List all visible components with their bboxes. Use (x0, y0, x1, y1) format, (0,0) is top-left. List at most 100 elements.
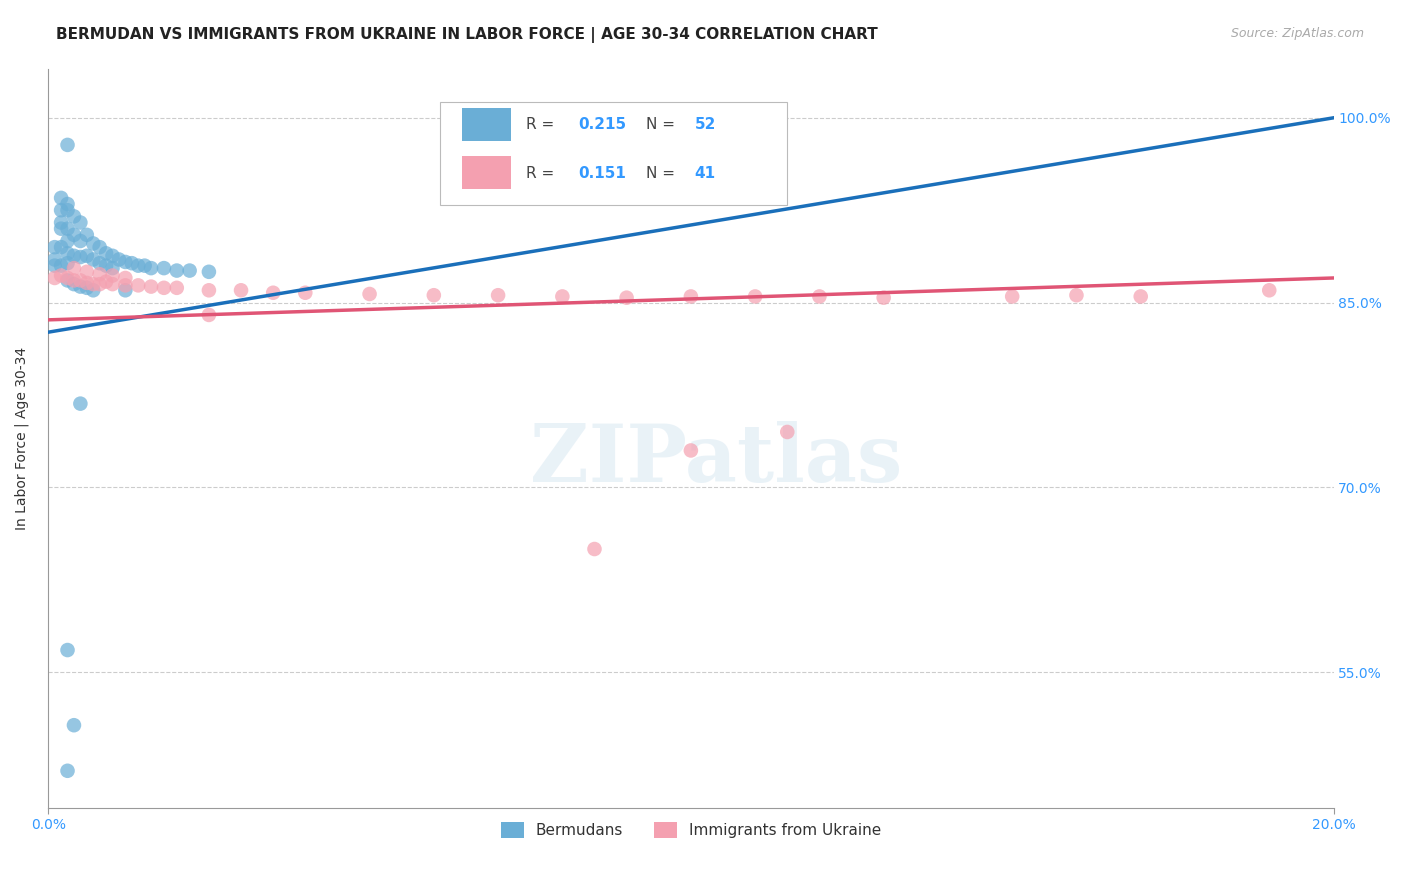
Text: R =: R = (526, 166, 560, 180)
Point (56, 203, 79, 218)
Point (63, 277, 86, 292)
Point (49, 191, 72, 205)
Point (108, 252, 131, 267)
Point (89, 240, 111, 254)
Point (166, 263, 188, 277)
Point (56, 221, 79, 235)
Point (198, 283, 221, 297)
Text: N =: N = (645, 118, 679, 133)
Point (1066, 288, 1088, 302)
Point (1001, 289, 1024, 303)
Point (153, 261, 176, 276)
Point (56, 246, 79, 260)
Point (166, 281, 188, 295)
Point (179, 263, 201, 277)
Text: R =: R = (526, 118, 560, 133)
Point (583, 541, 606, 556)
Point (776, 425, 799, 439)
Point (56, 643, 79, 657)
Point (82, 252, 104, 267)
Point (49, 221, 72, 235)
Legend: Bermudans, Immigrants from Ukraine: Bermudans, Immigrants from Ukraine (495, 816, 887, 845)
Point (121, 256, 143, 270)
Point (262, 285, 284, 300)
Point (63, 273, 86, 287)
Y-axis label: In Labor Force | Age 30-34: In Labor Force | Age 30-34 (15, 347, 30, 530)
Point (76, 276, 98, 290)
Point (1258, 283, 1281, 297)
Point (679, 289, 702, 303)
Point (69, 273, 91, 287)
Point (294, 285, 316, 300)
Point (82, 236, 104, 251)
Point (44, 271, 66, 285)
Point (63, 261, 86, 276)
Point (486, 288, 509, 302)
Point (101, 249, 124, 263)
Point (127, 278, 149, 293)
Text: 0.151: 0.151 (578, 166, 626, 180)
Point (56, 197, 79, 211)
Point (63, 210, 86, 224)
Point (114, 278, 136, 293)
Point (114, 255, 136, 269)
Point (69, 279, 91, 293)
Point (49, 259, 72, 273)
Point (49, 215, 72, 229)
Point (56, 273, 79, 287)
Point (359, 287, 381, 301)
Point (63, 718, 86, 732)
Point (63, 249, 86, 263)
Point (56, 234, 79, 248)
Point (114, 271, 136, 285)
Point (551, 289, 574, 303)
Point (127, 259, 149, 273)
Point (744, 289, 766, 303)
Bar (463, 108, 510, 141)
Point (76, 249, 98, 263)
Point (616, 291, 638, 305)
Point (101, 268, 124, 283)
Point (423, 288, 446, 302)
Point (139, 261, 162, 276)
Point (229, 283, 252, 297)
Point (56, 137, 79, 152)
Point (44, 240, 66, 254)
Point (56, 271, 79, 285)
Point (101, 261, 124, 276)
Point (49, 203, 72, 218)
Point (198, 308, 221, 322)
Point (63, 227, 86, 242)
Text: Source: ZipAtlas.com: Source: ZipAtlas.com (1230, 27, 1364, 40)
Point (69, 397, 91, 411)
Point (873, 291, 896, 305)
Text: BERMUDAN VS IMMIGRANTS FROM UKRAINE IN LABOR FORCE | AGE 30-34 CORRELATION CHART: BERMUDAN VS IMMIGRANTS FROM UKRAINE IN L… (56, 27, 877, 43)
Point (134, 259, 156, 273)
Point (44, 259, 66, 273)
Point (56, 764, 79, 778)
Point (49, 268, 72, 283)
FancyBboxPatch shape (440, 102, 787, 205)
Point (139, 279, 162, 293)
Point (679, 443, 702, 458)
Point (76, 265, 98, 279)
Point (56, 256, 79, 270)
Point (101, 277, 124, 292)
Point (69, 234, 91, 248)
Point (69, 215, 91, 229)
Point (89, 256, 111, 270)
Point (94, 275, 117, 289)
Point (153, 281, 176, 295)
Point (94, 246, 117, 260)
Point (82, 277, 104, 292)
Text: N =: N = (645, 166, 679, 180)
Bar (463, 156, 510, 189)
Point (94, 259, 117, 273)
Point (82, 283, 104, 297)
Text: 52: 52 (695, 118, 716, 133)
Point (76, 227, 98, 242)
Point (89, 267, 111, 281)
Point (808, 289, 831, 303)
Point (198, 265, 221, 279)
Text: 0.215: 0.215 (578, 118, 626, 133)
